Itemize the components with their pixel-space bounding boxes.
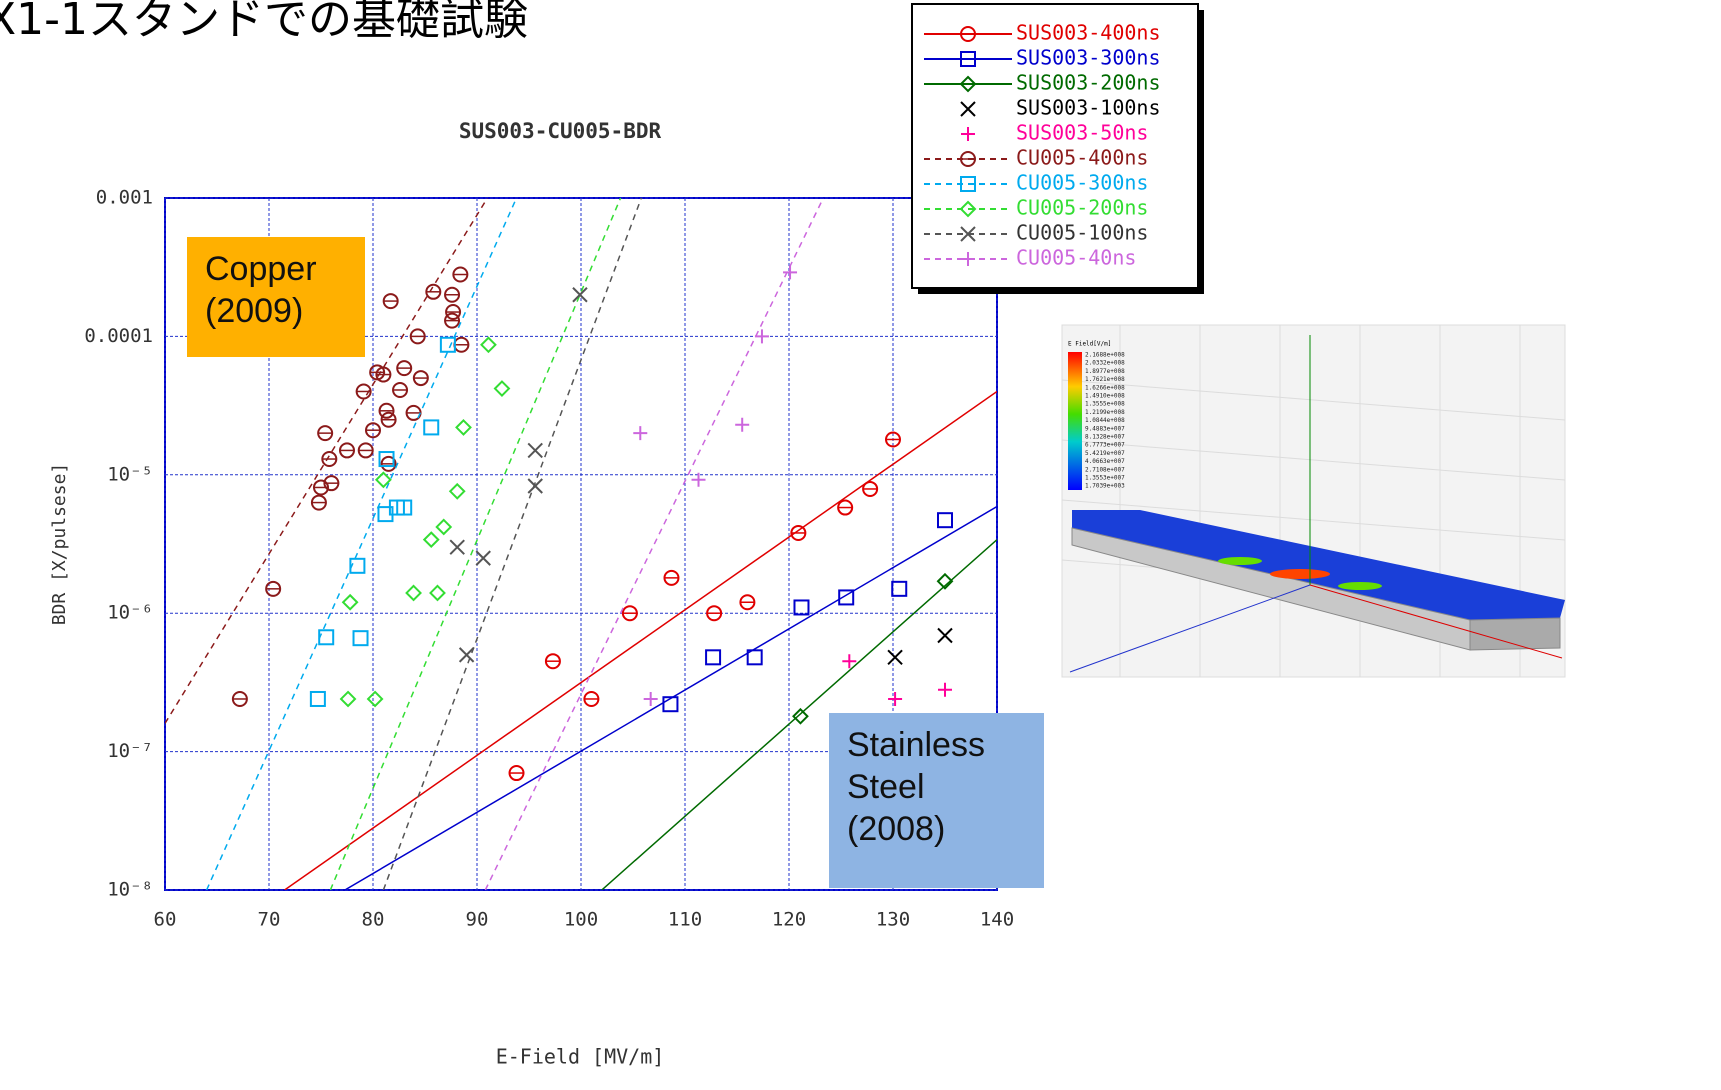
- legend-label: SUS003-200ns: [1016, 71, 1161, 95]
- colorbar-label: 1.7621e+008: [1085, 376, 1125, 383]
- colorbar-label: 6.7773e+007: [1085, 442, 1125, 449]
- legend-label: SUS003-50ns: [1016, 121, 1148, 145]
- x-tick-label: 120: [772, 909, 806, 931]
- colorbar-label: 8.1328e+007: [1085, 434, 1125, 441]
- y-axis-title: BDR [X/pulsese]: [49, 463, 70, 626]
- x-tick-label: 140: [980, 909, 1014, 931]
- chart-title: SUS003-CU005-BDR: [459, 119, 662, 143]
- colorbar-label: 1.2199e+008: [1085, 409, 1125, 416]
- legend-label: CU005-200ns: [1016, 196, 1148, 220]
- annotation-text: Copper: [205, 250, 317, 288]
- x-tick-label: 90: [466, 909, 489, 931]
- colorbar-label: 2.7108e+007: [1085, 466, 1125, 473]
- annotation-text: (2008): [847, 810, 945, 848]
- y-tick-label: 10⁻⁷: [107, 740, 153, 762]
- colorbar-label: 1.8977e+008: [1085, 368, 1125, 375]
- legend-label: CU005-300ns: [1016, 171, 1148, 195]
- slide: X1-1スタンドでの基礎試験 E Field[V/m] SUS003-CU005…: [0, 0, 1721, 1086]
- colorbar-label: 1.4910e+008: [1085, 393, 1125, 400]
- page: X1-1スタンドでの基礎試験 E Field[V/m] SUS003-CU005…: [0, 0, 1721, 1086]
- annotation-text: Steel: [847, 768, 925, 806]
- y-tick-label: 10⁻⁵: [107, 463, 153, 485]
- legend-label: SUS003-100ns: [1016, 96, 1161, 120]
- x-tick-label: 60: [154, 909, 177, 931]
- y-tick-label: 10⁻⁶: [107, 602, 153, 624]
- colorbar-label: 2.0332e+008: [1085, 360, 1125, 367]
- colorbar-label: 2.1688e+008: [1085, 352, 1125, 359]
- y-tick-label: 10⁻⁸: [107, 879, 153, 901]
- annotation-text: (2009): [205, 292, 303, 330]
- colorbar-label: 1.3555e+008: [1085, 401, 1125, 408]
- colorbar-label: 9.4883e+007: [1085, 425, 1125, 432]
- annotation-text: Stainless: [847, 726, 985, 764]
- legend-label: SUS003-300ns: [1016, 46, 1161, 70]
- inset-title: E Field[V/m]: [1068, 341, 1111, 348]
- colorbar-label: 1.0844e+008: [1085, 417, 1125, 424]
- colorbar-label: 1.3553e+007: [1085, 475, 1125, 482]
- x-tick-label: 130: [876, 909, 910, 931]
- y-tick-label: 0.001: [96, 187, 153, 209]
- x-axis-title: E-Field [MV/m]: [496, 1045, 665, 1069]
- colorbar-label: 1.7039e+003: [1085, 483, 1125, 490]
- x-tick-label: 110: [668, 909, 702, 931]
- legend-label: CU005-400ns: [1016, 146, 1148, 170]
- legend-label: CU005-40ns: [1016, 246, 1136, 270]
- legend-label: CU005-100ns: [1016, 221, 1148, 245]
- y-tick-label: 0.0001: [84, 325, 153, 347]
- colorbar-label: 4.0663e+007: [1085, 458, 1125, 465]
- legend-label: SUS003-400ns: [1016, 21, 1161, 45]
- inset-image: E Field[V/m]: [1062, 325, 1565, 677]
- x-tick-label: 80: [362, 909, 385, 931]
- slide-title: X1-1スタンドでの基礎試験: [0, 0, 528, 45]
- colorbar-label: 1.6266e+008: [1085, 384, 1125, 391]
- colorbar-label: 5.4219e+007: [1085, 450, 1125, 457]
- x-tick-label: 70: [258, 909, 281, 931]
- x-tick-label: 100: [564, 909, 598, 931]
